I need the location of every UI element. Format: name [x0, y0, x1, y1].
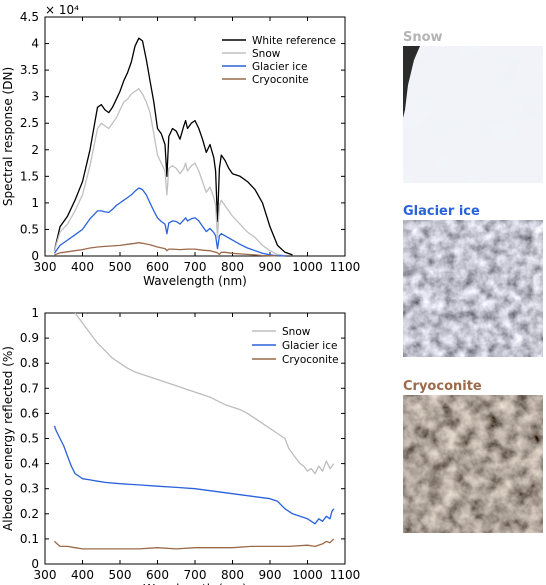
- x-axis-label: Wavelength (nm): [143, 582, 247, 585]
- x-tick-label: 1000: [292, 260, 323, 274]
- series-line-cryoconite: [54, 242, 278, 257]
- cryoconite-photo-title: Cryoconite: [403, 379, 482, 394]
- snow-photo-texture: [403, 46, 543, 183]
- cryoconite-photo-panel: Cryoconite: [403, 379, 543, 533]
- y-axis-exponent: × 10⁴: [45, 3, 79, 17]
- x-tick-label: 600: [146, 260, 169, 274]
- x-tick-label: 500: [109, 568, 132, 582]
- series-line-cryoconite: [53, 538, 335, 550]
- y-tick-label: 3.5: [20, 63, 39, 77]
- x-tick-label: 900: [259, 260, 282, 274]
- x-tick-label: 400: [71, 260, 94, 274]
- series-line-snow: [74, 312, 335, 475]
- series-line-white-reference: [53, 37, 293, 256]
- glacier-ice-photo-title: Glacier ice: [403, 204, 480, 219]
- x-tick-label: 300: [34, 568, 57, 582]
- snow-photo-shadow: [403, 46, 420, 118]
- legend-label: Snow: [282, 326, 311, 338]
- y-tick-label: 0.2: [20, 507, 39, 521]
- x-tick-label: 500: [109, 260, 132, 274]
- x-tick-label: 700: [184, 260, 207, 274]
- y-tick-label: 4: [31, 37, 39, 51]
- y-tick-label: 0.8: [20, 356, 39, 370]
- snow-photo-panel: Snow: [403, 30, 543, 183]
- y-tick-label: 0.5: [20, 432, 39, 446]
- legend-label: Glacier ice: [282, 340, 337, 352]
- legend-label: Cryoconite: [282, 354, 339, 366]
- y-tick-label: 0.6: [20, 406, 39, 420]
- glacier-ice-photo-panel: Glacier ice: [403, 204, 543, 357]
- x-tick-label: 600: [146, 568, 169, 582]
- y-tick-label: 1.5: [20, 169, 39, 183]
- y-tick-label: 0.7: [20, 381, 39, 395]
- legend-label: Snow: [252, 48, 281, 60]
- legend-label: Cryoconite: [252, 74, 309, 86]
- y-axis-label: Albedo or energy reflected (%): [1, 346, 15, 531]
- x-tick-label: 400: [71, 568, 94, 582]
- legend-label: White reference: [252, 35, 336, 47]
- y-tick-label: 0: [31, 249, 39, 263]
- x-tick-label: 300: [34, 260, 57, 274]
- albedo-chart: 300 400 500 600 700 800 900 1000 1100 0 0.1 0.2 0.3 0…: [1, 306, 360, 585]
- plot-frame: [44, 16, 346, 257]
- x-tick-label: 700: [184, 568, 207, 582]
- x-tick-label: 900: [259, 568, 282, 582]
- cryoconite-photo-texture: [403, 395, 543, 533]
- y-tick-label: 1: [31, 306, 39, 320]
- x-tick-label: 1100: [330, 568, 361, 582]
- glacier-ice-photo-texture: [403, 220, 543, 357]
- series-line-glacier-ice: [53, 187, 286, 257]
- series-line-glacier-ice: [53, 425, 335, 525]
- y-tick-label: 4.5: [20, 10, 39, 24]
- y-tick-label: 0.4: [20, 457, 39, 471]
- snow-photo-title: Snow: [403, 30, 443, 45]
- y-tick-label: 2: [31, 143, 39, 157]
- y-tick-label: 0.1: [20, 532, 39, 546]
- y-tick-label: 1: [31, 196, 39, 210]
- x-tick-label: 800: [221, 260, 244, 274]
- y-tick-label: 0.5: [20, 222, 39, 236]
- y-tick-label: 0.3: [20, 482, 39, 496]
- legend-label: Glacier ice: [252, 61, 307, 73]
- y-axis-label: Spectral response (DN): [1, 67, 15, 206]
- y-tick-label: 0: [31, 557, 39, 571]
- x-tick-label: 800: [221, 568, 244, 582]
- x-axis-label: Wavelength (nm): [143, 274, 247, 288]
- series-line-snow: [53, 88, 286, 257]
- spectral-response-chart: 300 400 500 600 700 800 900 1000 1100 0 0.5 1 1.5 2 2.…: [1, 3, 360, 288]
- x-tick-label: 1100: [330, 260, 361, 274]
- x-tick-label: 1000: [292, 568, 323, 582]
- y-tick-label: 3: [31, 90, 39, 104]
- y-tick-label: 2.5: [20, 116, 39, 130]
- y-tick-label: 0.9: [20, 331, 39, 345]
